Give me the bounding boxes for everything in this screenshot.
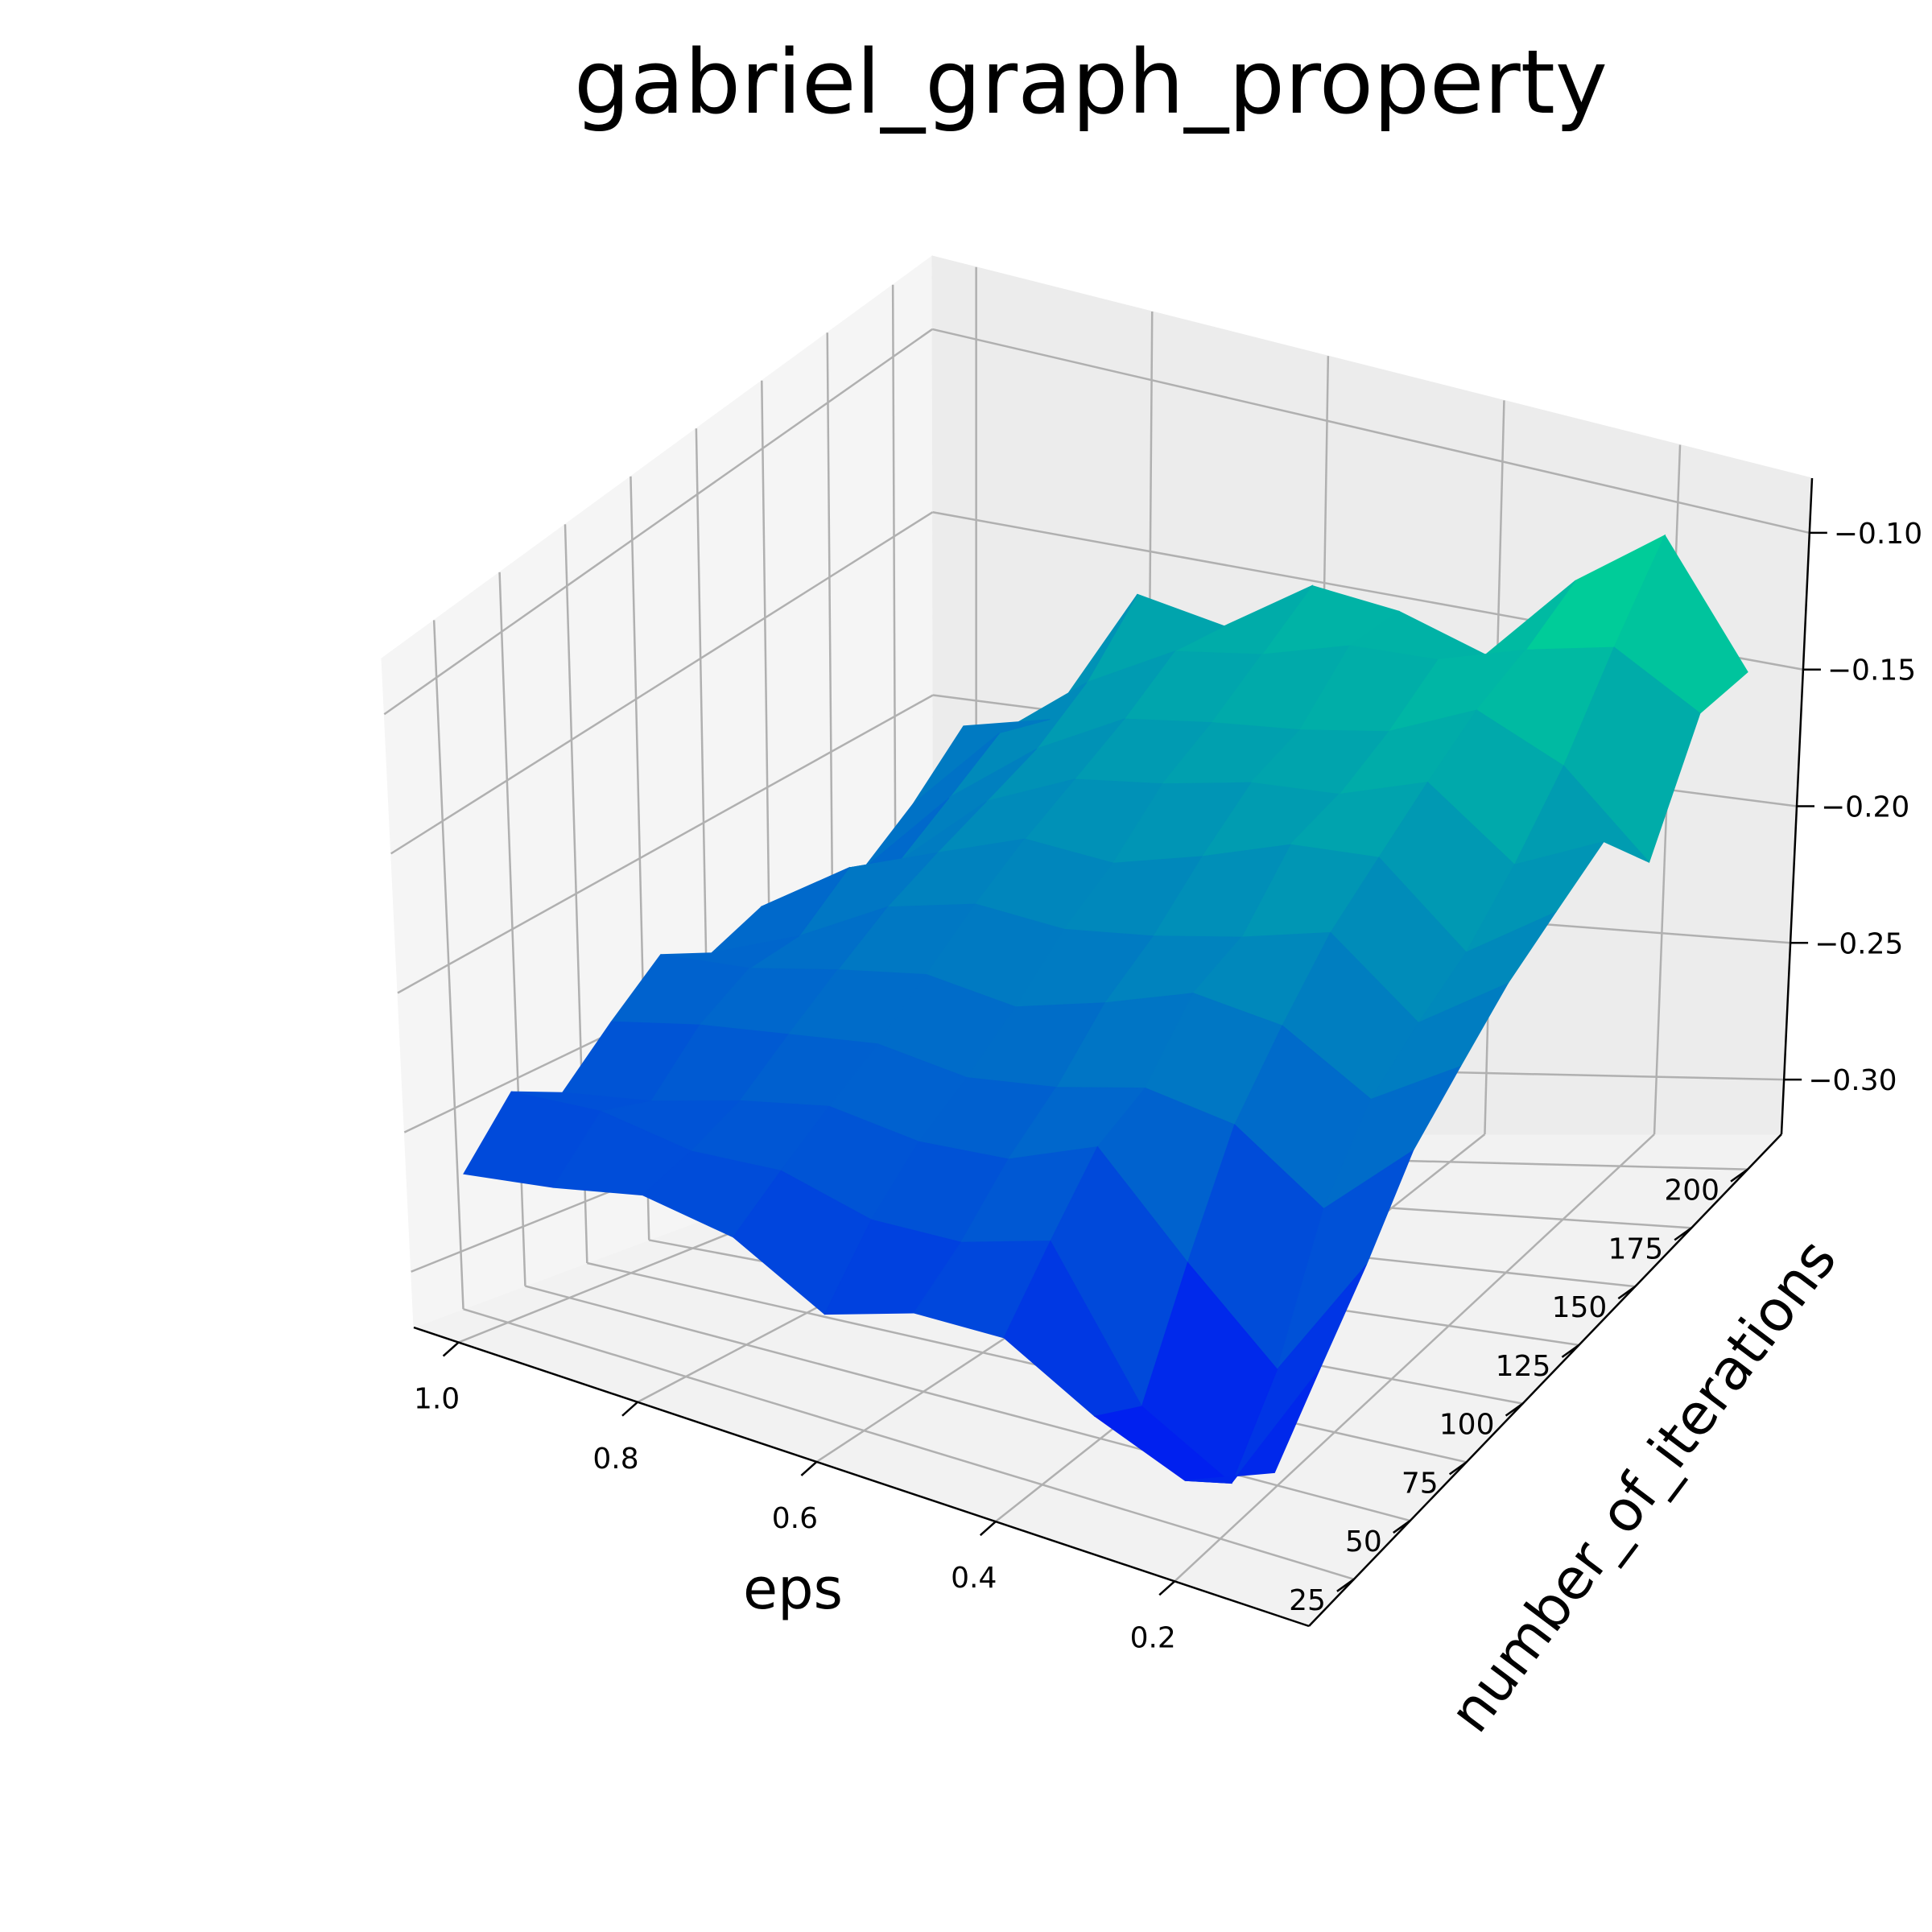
x-tick (1158, 1580, 1176, 1596)
x-axis-line (413, 1326, 1310, 1628)
y-tick (1448, 1461, 1468, 1476)
z-gridline (397, 694, 934, 994)
y-gridline (525, 1285, 1411, 1522)
y-tick-label: 25 (1289, 1584, 1326, 1617)
z-tick-label: −0.10 (1834, 518, 1922, 551)
x-gridline (1174, 1133, 1655, 1583)
y-tick (1561, 1344, 1580, 1358)
y-tick-label: 125 (1496, 1350, 1551, 1383)
x-axis-label: eps (743, 1556, 843, 1622)
y-gridline (587, 1261, 1467, 1463)
x-tick (442, 1341, 460, 1357)
z-tick-label: −0.25 (1814, 927, 1903, 960)
z-tick-label: −0.20 (1821, 791, 1909, 824)
z-gridline (383, 328, 933, 716)
x-tick-label: 0.6 (772, 1502, 818, 1535)
y-tick-label: 75 (1402, 1467, 1439, 1500)
y-tick-label: 200 (1664, 1174, 1719, 1208)
y-tick (1393, 1520, 1411, 1534)
y-tick (1336, 1578, 1355, 1592)
surface-mesh (463, 534, 1748, 1484)
y-tick (1617, 1286, 1637, 1300)
x-tick (621, 1401, 638, 1417)
y-tick (1674, 1227, 1692, 1241)
z-gridline (390, 511, 934, 855)
surface-facet (1185, 1368, 1321, 1484)
chart-title: gabriel_graph_property (574, 31, 1608, 134)
y-tick (1730, 1168, 1748, 1183)
y-tick-label: 50 (1345, 1525, 1382, 1558)
y-axis-line (1308, 1133, 1782, 1627)
x-tick-label: 1.0 (414, 1383, 460, 1416)
x-tick (800, 1461, 818, 1476)
y-gridline (463, 1307, 1355, 1581)
z-gridline (931, 328, 1810, 535)
y-tick-label: 100 (1439, 1409, 1495, 1442)
y-tick-label: 175 (1608, 1232, 1663, 1265)
y-tick-label: 150 (1552, 1291, 1608, 1324)
y-tick (1505, 1402, 1524, 1417)
x-tick-label: 0.2 (1130, 1621, 1176, 1654)
x-tick-label: 0.4 (951, 1562, 997, 1595)
z-tick-label: −0.30 (1808, 1064, 1897, 1097)
x-tick (979, 1521, 997, 1537)
z-tick-label: −0.15 (1827, 654, 1916, 687)
axes (413, 477, 1827, 1628)
x-tick-label: 0.8 (592, 1443, 638, 1476)
